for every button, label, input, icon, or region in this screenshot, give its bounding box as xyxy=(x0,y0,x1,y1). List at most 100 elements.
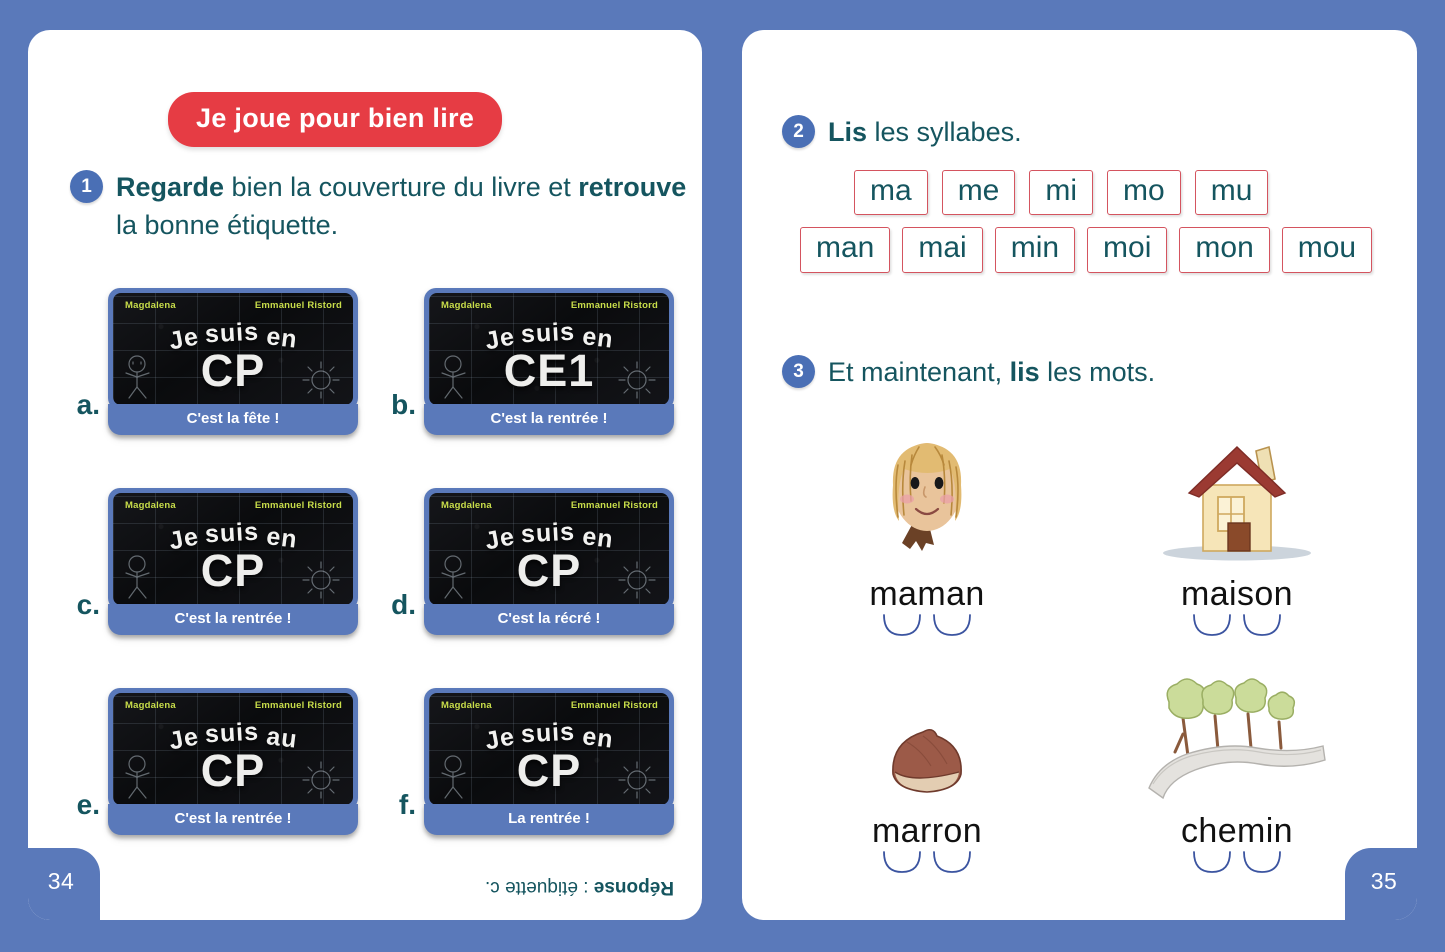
card-cell[interactable]: d. Magdalena Emmanuel R xyxy=(386,488,674,635)
blackboard-cover: Magdalena Emmanuel Ristord Je suis en CP xyxy=(113,293,353,405)
word-label: maison xyxy=(1180,575,1293,613)
word-item-marron: marron xyxy=(772,662,1082,881)
cover-title-line1: Je suis en xyxy=(113,318,353,356)
left-page: Je joue pour bien lire 1 Regarde bien la… xyxy=(28,30,702,920)
cover-subtitle-label: C'est la rentrée ! xyxy=(108,604,358,635)
chalk-stick-figure-icon xyxy=(436,751,476,799)
word-item-chemin: chemin xyxy=(1082,662,1392,881)
syllable-box[interactable]: mi xyxy=(1029,170,1094,216)
chalk-stick-figure-icon xyxy=(120,751,160,799)
section-title-pill: Je joue pour bien lire xyxy=(168,92,503,147)
book-cover-card-d[interactable]: Magdalena Emmanuel Ristord Je suis en CP xyxy=(424,488,674,635)
q2-bold: Lis xyxy=(828,117,868,147)
word-illustrations: maman xyxy=(772,425,1392,881)
blackboard-cover: Magdalena Emmanuel Ristord Je suis en CP xyxy=(429,493,669,605)
syllable-box[interactable]: man xyxy=(800,227,891,273)
question-2: 2 Lis les syllabes. xyxy=(782,115,1382,151)
answer-label: Réponse xyxy=(593,877,674,898)
q1-plain-2: la bonne étiquette. xyxy=(116,210,339,241)
question-1: 1 Regarde bien la couverture du livre et… xyxy=(70,170,690,245)
q3-prefix: Et maintenant, xyxy=(828,357,1010,387)
cover-title-line2: CP xyxy=(200,345,266,396)
cover-author-left: Magdalena xyxy=(125,300,176,311)
blackboard-cover: Magdalena Emmanuel Ristord Je suis en CP xyxy=(429,693,669,805)
book-cover-card-c[interactable]: Magdalena Emmanuel Ristord Je suis en CP xyxy=(108,488,358,635)
cover-author-left: Magdalena xyxy=(441,700,492,711)
chalk-stick-figure-icon xyxy=(436,551,476,599)
card-cell[interactable]: a. Magdalena Emmanuel R xyxy=(70,288,358,435)
chalk-sun-icon xyxy=(615,359,659,401)
cover-title-line2: CP xyxy=(516,745,582,796)
page-number-left: 34 xyxy=(28,848,100,920)
chestnut-illustration xyxy=(867,662,987,812)
syllable-box[interactable]: ma xyxy=(854,170,928,216)
syllable-row-2: man mai min moi mon mou xyxy=(782,227,1392,273)
syllable-box[interactable]: min xyxy=(994,227,1076,273)
card-cell[interactable]: f. Magdalena Emmanuel R xyxy=(386,688,674,835)
question-number-badge: 1 xyxy=(70,170,103,203)
cover-title-line2: CE1 xyxy=(503,345,595,396)
word-item-maison: maison xyxy=(1082,425,1392,644)
card-letter-f: f. xyxy=(398,789,416,820)
blackboard-cover: Magdalena Emmanuel Ristord Je suis en CE… xyxy=(429,293,669,405)
card-cell[interactable]: c. Magdalena Emmanuel R xyxy=(70,488,358,635)
syllable-box[interactable]: me xyxy=(941,170,1016,216)
syllable-arcs xyxy=(1172,850,1302,881)
answer-value: : étiquette c. xyxy=(484,877,594,898)
cover-title-line1: Je suis en xyxy=(429,318,669,356)
cover-title-line1: Je suis en xyxy=(429,518,669,556)
cover-subtitle-label: La rentrée ! xyxy=(424,804,674,835)
right-page: 2 Lis les syllabes. ma me mi mo mu man m… xyxy=(742,30,1417,920)
question-number-badge: 3 xyxy=(782,355,815,388)
syllable-arcs xyxy=(862,850,992,881)
syllable-row-1: ma me mi mo mu xyxy=(782,170,1392,216)
cover-author-right: Emmanuel Ristord xyxy=(254,700,342,711)
syllable-box[interactable]: mu xyxy=(1194,170,1269,216)
cover-title-line1: Je suis en xyxy=(113,518,353,556)
syllable-box[interactable]: moi xyxy=(1087,227,1168,273)
cover-author-left: Magdalena xyxy=(441,500,492,511)
chalk-sun-icon xyxy=(615,759,659,801)
book-cover-card-f[interactable]: Magdalena Emmanuel Ristord Je suis en CP xyxy=(424,688,674,835)
q1-plain-1: bien la couverture du livre et xyxy=(224,172,579,202)
syllable-arcs xyxy=(862,613,992,644)
syllable-box[interactable]: mo xyxy=(1107,170,1181,216)
q3-bold: lis xyxy=(1009,357,1040,387)
word-item-maman: maman xyxy=(772,425,1082,644)
syllable-box[interactable]: mon xyxy=(1179,227,1270,273)
book-cover-card-a[interactable]: Magdalena Emmanuel Ristord Je suis en CP xyxy=(108,288,358,435)
card-letter-c: c. xyxy=(76,589,100,620)
page-number-right: 35 xyxy=(1345,848,1417,920)
card-letter-d: d. xyxy=(391,589,416,620)
cover-author-left: Magdalena xyxy=(441,300,492,311)
syllable-arcs xyxy=(1172,613,1302,644)
book-cover-card-b[interactable]: Magdalena Emmanuel Ristord Je suis en CE… xyxy=(424,288,674,435)
card-cell[interactable]: b. Magdalena Emmanuel R xyxy=(386,288,674,435)
question-1-text: Regarde bien la couverture du livre et r… xyxy=(116,168,690,245)
house-illustration xyxy=(1157,425,1317,575)
q2-plain: les syllabes. xyxy=(867,117,1022,147)
syllable-box[interactable]: mou xyxy=(1281,227,1373,273)
cover-author-right: Emmanuel Ristord xyxy=(570,700,658,711)
cover-author-right: Emmanuel Ristord xyxy=(570,500,658,511)
syllable-box[interactable]: mai xyxy=(902,227,983,273)
question-2-text: Lis les syllabes. xyxy=(828,113,1022,151)
cover-author-right: Emmanuel Ristord xyxy=(570,300,658,311)
card-row: a. Magdalena Emmanuel R xyxy=(70,288,690,435)
cover-title-line2: CP xyxy=(200,745,266,796)
cover-title-line2: CP xyxy=(200,545,266,596)
woman-face-illustration xyxy=(862,425,992,575)
card-letter-b: b. xyxy=(391,389,416,420)
q3-suffix: les mots. xyxy=(1039,357,1156,387)
path-with-trees-illustration xyxy=(1147,662,1327,812)
page-number-left-text: 34 xyxy=(47,867,75,894)
syllable-grid: ma me mi mo mu man mai min moi mon mou xyxy=(782,170,1392,285)
card-cell[interactable]: e. Magdalena Emmanuel R xyxy=(70,688,358,835)
chalk-stick-figure-icon xyxy=(436,351,476,399)
question-number-badge: 2 xyxy=(782,115,815,148)
card-row: e. Magdalena Emmanuel R xyxy=(70,688,690,835)
word-label: maman xyxy=(869,575,985,613)
blackboard-cover: Magdalena Emmanuel Ristord Je suis en CP xyxy=(113,493,353,605)
book-cover-card-e[interactable]: Magdalena Emmanuel Ristord Je suis au CP xyxy=(108,688,358,835)
cover-author-right: Emmanuel Ristord xyxy=(254,300,342,311)
